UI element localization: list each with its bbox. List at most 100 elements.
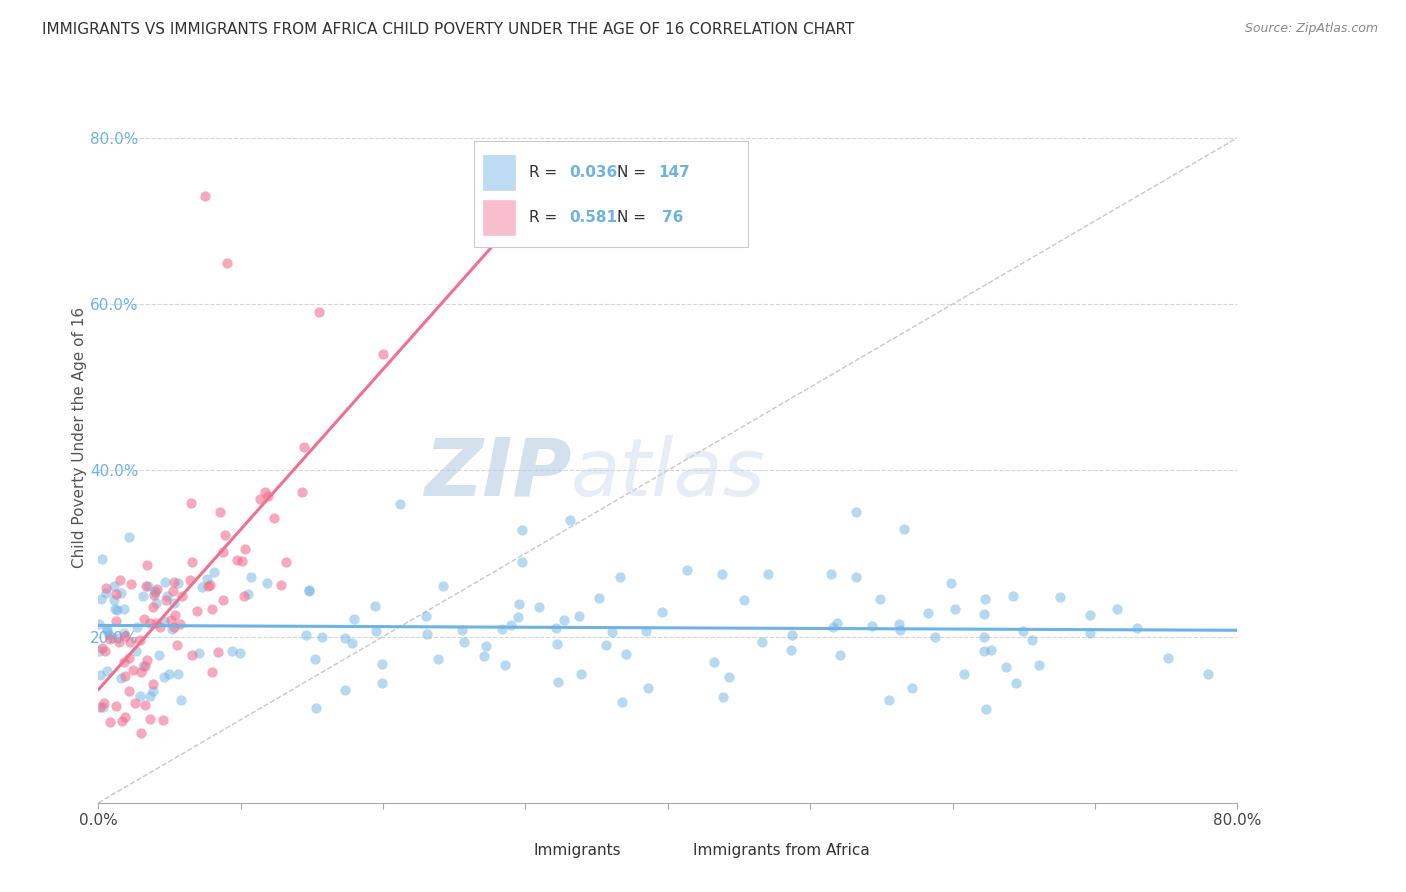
Point [1126, 621, 1149, 635]
Point [118, 684, 141, 698]
Point [845, 570, 868, 584]
Point [924, 630, 946, 644]
Point [145, 596, 167, 610]
Point [311, 631, 333, 645]
Point [129, 726, 152, 740]
Point [160, 622, 183, 636]
Point [181, 648, 204, 662]
Point [134, 698, 156, 712]
Point [568, 609, 591, 624]
Point [569, 667, 592, 681]
Point [780, 643, 803, 657]
Point [142, 683, 165, 698]
Text: Immigrants: Immigrants [533, 843, 621, 858]
Point [388, 497, 411, 511]
Point [225, 553, 247, 567]
Point [758, 567, 780, 582]
Text: Source: ZipAtlas.com: Source: ZipAtlas.com [1244, 22, 1378, 36]
Point [166, 667, 188, 681]
Point [634, 624, 657, 638]
Point [508, 597, 530, 611]
Point [155, 592, 177, 607]
Point [145, 616, 167, 631]
Point [828, 648, 851, 663]
Point [297, 584, 319, 599]
Point [166, 638, 188, 652]
Point [233, 542, 256, 557]
FancyBboxPatch shape [657, 838, 685, 863]
Point [595, 639, 617, 653]
Point [163, 596, 186, 610]
Point [134, 612, 156, 626]
Point [889, 616, 911, 631]
Point [1078, 607, 1101, 622]
Point [128, 633, 150, 648]
Point [718, 670, 741, 684]
Point [195, 572, 218, 586]
Point [201, 665, 224, 680]
Point [782, 628, 804, 642]
Point [142, 599, 165, 614]
Point [869, 591, 891, 606]
Point [256, 575, 278, 590]
Point [291, 485, 314, 500]
Point [153, 670, 176, 684]
Point [845, 505, 868, 519]
Point [546, 637, 568, 651]
Point [134, 658, 156, 673]
Point [820, 567, 842, 582]
Point [231, 554, 253, 568]
Text: N =: N = [617, 210, 651, 225]
Text: N =: N = [617, 165, 651, 180]
Point [292, 440, 315, 454]
FancyBboxPatch shape [498, 838, 526, 863]
Point [821, 620, 844, 634]
Point [143, 585, 166, 599]
Point [112, 626, 135, 640]
Point [142, 677, 165, 691]
Point [129, 665, 152, 679]
Point [91, 640, 114, 655]
Point [120, 635, 142, 649]
Text: Immigrants from Africa: Immigrants from Africa [693, 843, 870, 858]
Point [510, 555, 533, 569]
Point [364, 599, 387, 613]
Point [145, 583, 167, 598]
Point [157, 667, 180, 681]
Point [110, 672, 132, 686]
Point [153, 614, 176, 628]
Point [917, 606, 939, 620]
Point [450, 623, 472, 637]
Point [475, 639, 498, 653]
Point [118, 530, 141, 544]
Point [165, 607, 187, 622]
Point [371, 676, 394, 690]
Point [343, 612, 366, 626]
Point [194, 189, 217, 203]
Point [547, 674, 569, 689]
Point [112, 655, 135, 669]
Point [1012, 624, 1035, 638]
Point [214, 527, 236, 541]
Point [155, 575, 177, 590]
Text: 0.581: 0.581 [569, 210, 617, 225]
Point [825, 616, 848, 631]
Point [103, 593, 125, 607]
Point [491, 623, 513, 637]
Point [166, 576, 188, 591]
Point [96, 582, 118, 596]
Point [546, 622, 568, 636]
Point [191, 580, 214, 594]
Point [494, 657, 516, 672]
Point [98, 632, 121, 647]
Point [612, 695, 634, 709]
Point [256, 489, 278, 503]
Point [96, 624, 118, 638]
Point [304, 652, 326, 666]
Point [298, 583, 321, 598]
Point [128, 689, 150, 703]
Point [453, 634, 475, 648]
Point [87, 644, 110, 658]
Point [609, 570, 631, 584]
Point [163, 575, 186, 590]
